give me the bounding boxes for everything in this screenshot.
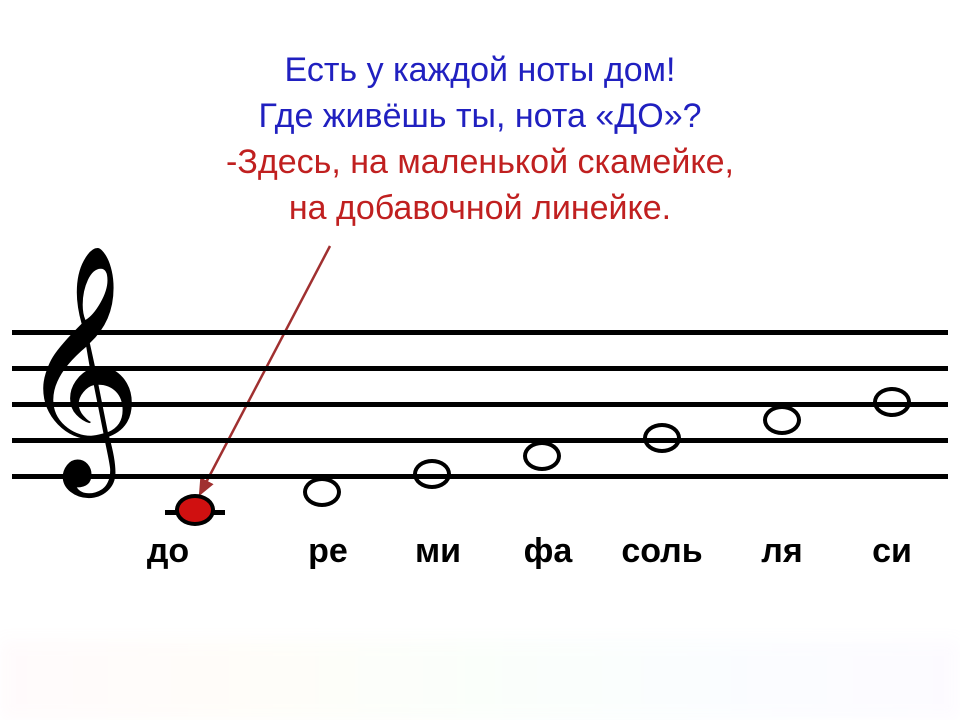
staff-line-4 <box>12 438 948 443</box>
staff-line-3 <box>12 402 948 407</box>
rainbow-background <box>0 640 960 720</box>
poem-text: Есть у каждой ноты дом! Где живёшь ты, н… <box>0 48 960 232</box>
note-label-do: до <box>147 532 189 571</box>
staff-line-2 <box>12 366 948 371</box>
poem-line-2: Где живёшь ты, нота «ДО»? <box>0 94 960 140</box>
note-label-re: ре <box>308 532 348 571</box>
note-la <box>763 405 801 435</box>
poem-line-3: -Здесь, на маленькой скамейке, <box>0 140 960 186</box>
music-staff: 𝄞 доремифасольляси <box>12 330 948 590</box>
staff-line-5 <box>12 474 948 479</box>
treble-clef-icon: 𝄞 <box>18 262 142 472</box>
note-sol <box>643 423 681 453</box>
note-re <box>303 477 341 507</box>
poem-line-4: на добавочной линейке. <box>0 186 960 232</box>
note-do <box>175 494 215 526</box>
note-label-si: си <box>872 532 912 571</box>
note-si <box>873 387 911 417</box>
note-fa <box>523 441 561 471</box>
note-mi <box>413 459 451 489</box>
note-label-mi: ми <box>415 532 461 571</box>
staff-line-1 <box>12 330 948 335</box>
poem-line-1: Есть у каждой ноты дом! <box>0 48 960 94</box>
note-label-sol: соль <box>621 532 702 571</box>
note-label-fa: фа <box>524 532 573 571</box>
note-label-la: ля <box>761 532 802 571</box>
